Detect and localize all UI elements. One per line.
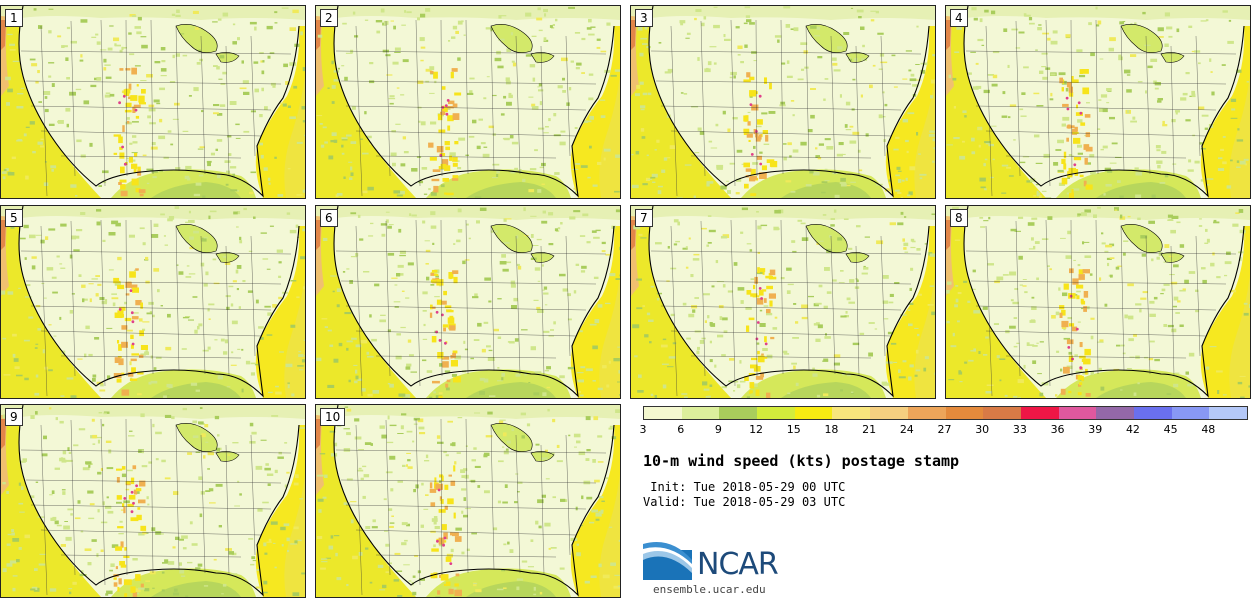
colorbar-swatch [946,407,984,419]
member-number-label: 2 [320,9,338,27]
colorbar-tick-label: 3 [640,423,647,436]
colorbar-tick-label: 18 [824,423,838,436]
ensemble-member-map: 1 [0,5,306,199]
colorbar-tick-label: 21 [862,423,876,436]
colorbar-tick-label: 33 [1013,423,1027,436]
colorbar-swatch [1172,407,1210,419]
colorbar-tick-label: 48 [1201,423,1215,436]
ensemble-member-map: 6 [315,205,621,399]
valid-time: Valid: Tue 2018-05-29 03 UTC [643,495,845,509]
colorbar-tick-label: 42 [1126,423,1140,436]
colorbar-tick-label: 9 [715,423,722,436]
colorbar-tick-label: 6 [677,423,684,436]
colorbar-swatch [1059,407,1097,419]
member-number-label: 3 [635,9,653,27]
colorbar-swatch [1134,407,1172,419]
logo-url: ensemble.ucar.edu [653,583,766,596]
member-number-label: 10 [320,408,345,426]
colorbar-swatch [1021,407,1059,419]
member-number-label: 8 [950,209,968,227]
chart-title: 10-m wind speed (kts) postage stamp [643,452,959,470]
colorbar-tick-label: 30 [975,423,989,436]
colorbar-swatch [1209,407,1247,419]
ensemble-member-map: 5 [0,205,306,399]
member-number-label: 6 [320,209,338,227]
colorbar-swatch [757,407,795,419]
ensemble-member-map: 7 [630,205,936,399]
colorbar-tick-label: 45 [1164,423,1178,436]
colorbar-swatch [870,407,908,419]
colorbar-swatch [983,407,1021,419]
ncar-logo-text: NCAR [697,548,778,582]
colorbar [643,406,1248,420]
ensemble-member-map: 9 [0,404,306,598]
colorbar-swatch [1096,407,1134,419]
ensemble-member-map: 3 [630,5,936,199]
colorbar-tick-label: 15 [787,423,801,436]
ensemble-member-map: 10 [315,404,621,598]
colorbar-tick-label: 36 [1051,423,1065,436]
init-time: Init: Tue 2018-05-29 00 UTC [643,480,845,494]
colorbar-tick-label: 24 [900,423,914,436]
colorbar-swatch [908,407,946,419]
colorbar-tick-label: 12 [749,423,763,436]
member-number-label: 1 [5,9,23,27]
colorbar-tick-label: 27 [938,423,952,436]
colorbar-tick-label: 39 [1088,423,1102,436]
ensemble-member-map: 4 [945,5,1251,199]
member-number-label: 5 [5,209,23,227]
member-number-label: 7 [635,209,653,227]
colorbar-swatch [832,407,870,419]
member-number-label: 9 [5,408,23,426]
member-number-label: 4 [950,9,968,27]
colorbar-swatch [682,407,720,419]
colorbar-swatch [795,407,833,419]
ensemble-member-map: 8 [945,205,1251,399]
colorbar-swatch [644,407,682,419]
ensemble-member-map: 2 [315,5,621,199]
colorbar-swatch [719,407,757,419]
